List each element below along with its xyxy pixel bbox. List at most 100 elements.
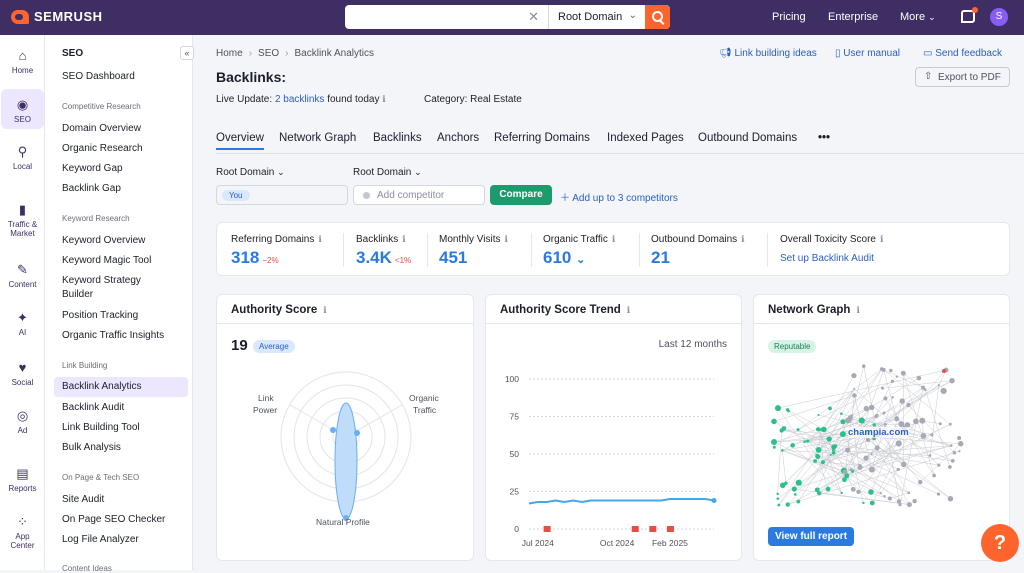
export-pdf-button[interactable]: Export to PDF xyxy=(915,67,1010,87)
chevron-down-icon[interactable]: ⌄ xyxy=(576,254,585,266)
clear-icon[interactable]: ✕ xyxy=(528,9,539,25)
network-node xyxy=(859,464,862,467)
stat-value: 610 xyxy=(543,248,571,267)
menu-item-backlink-analytics[interactable]: Backlink Analytics xyxy=(54,377,188,397)
menu-item-link-building-tool[interactable]: Link Building Tool xyxy=(62,421,187,435)
tab-overview[interactable]: Overview xyxy=(216,132,264,144)
network-node xyxy=(901,371,906,376)
breadcrumb-home[interactable]: Home xyxy=(216,48,243,59)
menu-item-backlink-audit[interactable]: Backlink Audit xyxy=(62,401,187,415)
network-graph[interactable] xyxy=(754,351,1011,526)
competitor-input[interactable]: Add competitor xyxy=(353,185,485,205)
tab-indexed-pages[interactable]: Indexed Pages xyxy=(607,132,684,144)
menu-item-log-file-analyzer[interactable]: Log File Analyzer xyxy=(62,533,187,547)
nav-more[interactable]: More ⌄ xyxy=(900,11,936,23)
user-avatar[interactable]: S xyxy=(990,8,1008,26)
setup-backlink-audit-link[interactable]: Set up Backlink Audit xyxy=(780,253,883,264)
menu-item-on-page-seo-checker[interactable]: On Page SEO Checker xyxy=(62,513,187,527)
notifications-icon[interactable] xyxy=(961,10,975,23)
event-marker xyxy=(667,526,674,532)
network-node xyxy=(851,487,856,492)
compare-button[interactable]: Compare xyxy=(490,185,552,205)
grid-icon: ⁘ xyxy=(16,515,30,529)
breadcrumb-seo[interactable]: SEO xyxy=(258,48,279,59)
tab-outbound-domains[interactable]: Outbound Domains xyxy=(698,132,797,144)
network-edge xyxy=(930,385,939,455)
menu-item-keyword-gap[interactable]: Keyword Gap xyxy=(62,162,187,176)
network-edge xyxy=(890,493,909,499)
rail-traffic-market[interactable]: ▮Traffic &Market xyxy=(1,203,44,243)
tab-referring-domains[interactable]: Referring Domains xyxy=(494,132,590,144)
link-label: Link building ideas xyxy=(734,48,816,59)
menu-item-bulk-analysis[interactable]: Bulk Analysis xyxy=(62,441,187,455)
tab-more[interactable]: ••• xyxy=(818,132,830,144)
link-building-ideas-link[interactable]: 📢︎ Link building ideas xyxy=(719,48,817,59)
menu-item-domain-overview[interactable]: Domain Overview xyxy=(62,122,187,136)
nav-enterprise[interactable]: Enterprise xyxy=(828,11,878,23)
menu-item-organic-research[interactable]: Organic Research xyxy=(62,142,187,156)
root-domain-dropdown-competitor[interactable]: Root Domain ⌄ xyxy=(353,167,422,178)
new-backlinks-link[interactable]: 2 backlinks xyxy=(275,94,324,105)
dropdown-label: Root Domain xyxy=(216,167,274,178)
domain-search-input[interactable]: ✕ xyxy=(345,5,549,29)
tab-anchors[interactable]: Anchors xyxy=(437,132,479,144)
rail-label: Ad xyxy=(18,426,28,435)
menu-item-backlink-gap[interactable]: Backlink Gap xyxy=(62,182,187,196)
link-label: User manual xyxy=(843,48,900,59)
network-node xyxy=(883,396,887,400)
menu-item-seo-dashboard[interactable]: SEO Dashboard xyxy=(62,70,187,84)
chevron-down-icon: ⌄ xyxy=(414,167,422,177)
menu-item-keyword-strategy-builder[interactable]: Keyword Strategy Builder xyxy=(62,274,157,302)
help-button[interactable]: ? xyxy=(981,524,1019,562)
target-icon: ◎ xyxy=(16,409,30,423)
network-node xyxy=(845,417,851,423)
network-node xyxy=(899,398,904,403)
collapse-menu-button[interactable]: « xyxy=(180,46,194,60)
rail-seo[interactable]: ◉SEO xyxy=(1,89,44,129)
network-node xyxy=(863,455,868,460)
menu-item-keyword-overview[interactable]: Keyword Overview xyxy=(62,234,187,248)
send-feedback-link[interactable]: ▭ Send feedback xyxy=(923,48,1002,59)
rail-ad[interactable]: ◎ Ad xyxy=(1,409,44,443)
rail-reports[interactable]: ▤Reports xyxy=(1,467,44,501)
semrush-logo[interactable]: SEMRUSH xyxy=(11,9,103,24)
rail-ai[interactable]: ✦AI xyxy=(1,311,44,345)
network-node xyxy=(937,463,940,466)
menu-item-organic-traffic-insights[interactable]: Organic Traffic Insights xyxy=(62,329,187,343)
rail-label: Reports xyxy=(8,484,36,493)
rail-social[interactable]: ♥Social xyxy=(1,361,44,395)
menu-item-keyword-magic-tool[interactable]: Keyword Magic Tool xyxy=(62,254,187,268)
menu-item-site-audit[interactable]: Site Audit xyxy=(62,493,187,507)
divider xyxy=(531,233,532,267)
network-node xyxy=(862,502,864,504)
network-node xyxy=(888,496,892,500)
tab-backlinks[interactable]: Backlinks xyxy=(373,132,422,144)
you-badge: You xyxy=(222,190,250,201)
user-manual-link[interactable]: ▯ User manual xyxy=(835,48,900,59)
nav-pricing[interactable]: Pricing xyxy=(772,11,806,23)
network-node xyxy=(817,491,821,495)
event-marker xyxy=(649,526,656,532)
rail-local[interactable]: ⚲Local xyxy=(1,145,44,179)
tab-network-graph[interactable]: Network Graph xyxy=(279,132,356,144)
stat-label: Organic Traffic xyxy=(543,234,608,245)
search-scope-select[interactable]: Root Domain ⌄ xyxy=(549,5,645,29)
view-full-report-button[interactable]: View full report xyxy=(768,527,854,546)
divider xyxy=(343,233,344,267)
rail-content[interactable]: ✎Content xyxy=(1,263,44,297)
add-competitors-link[interactable]: ＋ Add up to 3 competitors xyxy=(560,189,678,204)
root-domain-dropdown-you[interactable]: Root Domain ⌄ xyxy=(216,167,285,178)
menu-item-position-tracking[interactable]: Position Tracking xyxy=(62,309,187,323)
search-button[interactable] xyxy=(645,5,670,29)
network-node xyxy=(771,419,777,425)
rail-home[interactable]: ⌂Home xyxy=(1,47,44,81)
network-node xyxy=(818,414,820,416)
network-edge xyxy=(884,370,897,419)
